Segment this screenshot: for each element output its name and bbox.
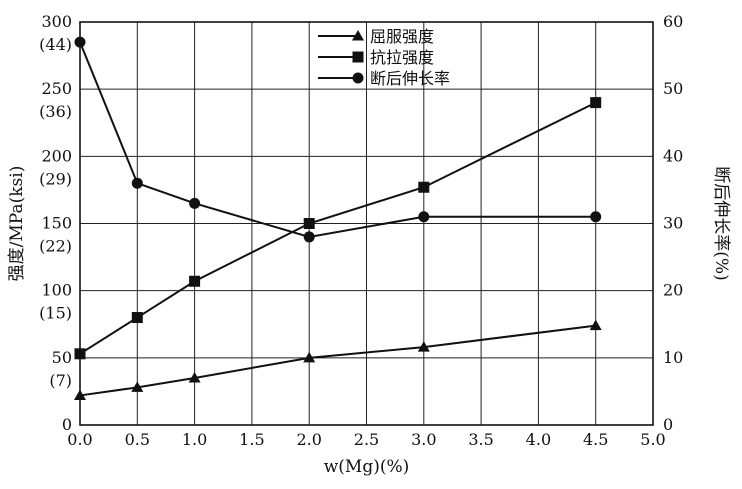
y-right-tick-label: 60	[663, 12, 683, 31]
data-point-triangle	[589, 319, 602, 331]
data-point-triangle	[417, 341, 430, 352]
data-point-circle	[74, 36, 86, 48]
y-left-tick-sublabel: (7)	[49, 371, 72, 390]
data-point-circle	[418, 211, 430, 223]
x-tick-label: 1.0	[182, 430, 207, 449]
legend-item: 抗拉强度	[318, 48, 434, 67]
y-left-tick-label: 300	[41, 12, 72, 31]
x-tick-label: 2.0	[296, 430, 321, 449]
y-right-tick-label: 50	[663, 79, 683, 98]
data-point-square	[418, 181, 430, 193]
series-circle	[74, 36, 602, 243]
series-triangle	[74, 319, 602, 400]
x-tick-label: 4.5	[583, 430, 608, 449]
data-point-circle	[590, 211, 602, 223]
data-point-triangle	[188, 371, 201, 383]
x-tick-label: 5.0	[640, 430, 665, 449]
x-tick-label: 3.0	[411, 430, 436, 449]
x-tick-label: 2.5	[354, 430, 379, 449]
data-point-square	[189, 275, 201, 287]
x-tick-label: 0.0	[67, 430, 92, 449]
y-right-tick-label: 0	[663, 415, 673, 434]
x-tick-label: 1.5	[239, 430, 264, 449]
x-tick-label: 4.0	[526, 430, 551, 449]
legend-marker-triangle	[352, 30, 364, 41]
grid-layer	[79, 21, 654, 426]
x-tick-label: 3.5	[468, 430, 493, 449]
y-left-tick-label: 0	[62, 415, 72, 434]
data-point-circle	[303, 231, 315, 243]
legend-label: 屈服强度	[370, 27, 434, 46]
y-left-tick-label: 200	[41, 146, 72, 165]
series-line-circle	[79, 41, 596, 238]
data-point-circle	[189, 197, 201, 209]
legend-label: 断后伸长率	[370, 69, 450, 88]
series-line-triangle	[79, 324, 596, 397]
series-line-square	[79, 101, 597, 355]
y-left-tick-sublabel: (44)	[39, 35, 72, 54]
legend-marker-circle	[352, 72, 364, 84]
x-axis-label: w(Mg)(%)	[324, 457, 410, 477]
plot-frame	[79, 21, 654, 426]
y-axis-right-label: 断后伸长率(%)	[711, 166, 731, 280]
ticks-layer: 0.0 0.5 1.0 1.5 2.0 2.5 3.0 3.5 4.0 4.5 5.0050(7)1…	[39, 12, 683, 449]
x-tick-label: 0.5	[125, 430, 150, 449]
y-right-tick-label: 30	[663, 214, 683, 233]
data-point-square	[303, 218, 315, 229]
data-point-triangle	[131, 381, 144, 392]
y-right-tick-label: 20	[663, 281, 683, 300]
y-left-tick-label: 100	[41, 281, 72, 300]
y-left-tick-label: 150	[41, 214, 72, 233]
y-right-tick-label: 10	[663, 348, 683, 367]
legend-label: 抗拉强度	[370, 48, 434, 67]
y-left-tick-label: 250	[41, 79, 72, 98]
data-point-circle	[131, 177, 143, 189]
series-layer	[74, 36, 602, 400]
data-point-square	[590, 97, 602, 109]
y-left-tick-sublabel: (22)	[39, 237, 72, 256]
data-point-square	[74, 348, 86, 360]
data-point-triangle	[303, 351, 316, 363]
series-square	[74, 97, 602, 360]
legend-marker-square	[352, 51, 364, 63]
y-left-tick-sublabel: (36)	[39, 102, 72, 121]
y-right-tick-label: 40	[663, 146, 683, 165]
y-left-tick-label: 50	[52, 348, 72, 367]
data-point-square	[131, 312, 143, 324]
y-left-tick-sublabel: (15)	[39, 304, 72, 323]
y-left-tick-sublabel: (29)	[39, 169, 72, 188]
legend-item: 屈服强度	[318, 27, 434, 46]
data-point-triangle	[74, 389, 86, 400]
y-axis-left-label: 强度/MPa(ksi)	[7, 166, 27, 282]
legend-item: 断后伸长率	[318, 69, 450, 88]
